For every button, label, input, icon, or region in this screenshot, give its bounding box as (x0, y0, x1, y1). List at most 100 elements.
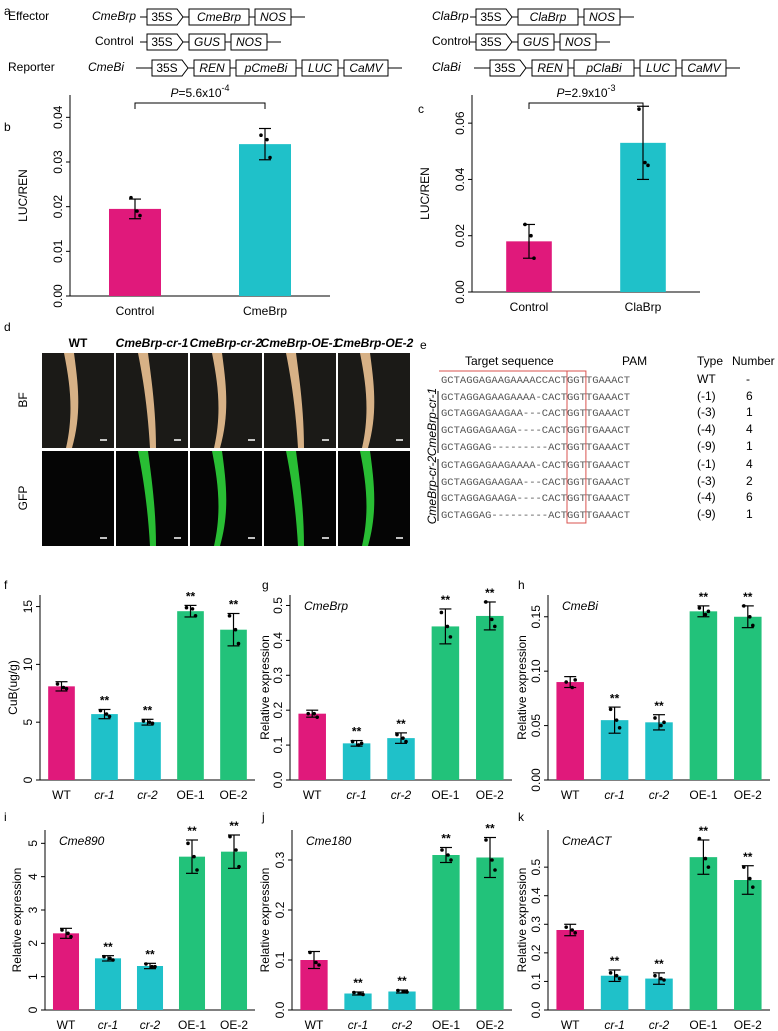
bar (134, 722, 161, 780)
read-number: 4 (746, 422, 753, 436)
sequence: GCTAGGAGAAGAA---CACTGGTTGAAACT (441, 477, 630, 489)
replicate-point (742, 865, 746, 869)
panel-label: h (518, 578, 525, 592)
replicate-point (493, 868, 497, 872)
read-number: 1 (746, 405, 753, 419)
mutation-type: (-9) (697, 439, 716, 453)
replicate-point (141, 719, 146, 723)
panel-label: a (4, 4, 11, 18)
x-tick-label: cr-2 (392, 1018, 413, 1031)
replicate-point (361, 992, 365, 997)
significance: ** (353, 976, 363, 990)
bar (734, 880, 762, 1010)
gene-box (301, 59, 339, 77)
replicate-point (396, 988, 400, 993)
x-tick-label: WT (305, 1018, 324, 1031)
replicate-point (144, 962, 148, 966)
column-label: CmeBrp-cr-2 (190, 336, 263, 350)
gene-box (681, 59, 727, 77)
x-tick-label: WT (57, 1018, 76, 1031)
gene-box (573, 59, 635, 77)
y-tick-label: 2 (26, 940, 40, 947)
construct-name: Control (95, 34, 134, 48)
promoter-box (475, 33, 513, 51)
bar (556, 682, 584, 780)
box-label: LUC (308, 61, 332, 75)
replicate-point (350, 739, 355, 744)
significance: ** (100, 694, 110, 708)
replicate-point (662, 978, 666, 982)
column-header: Target sequence (465, 354, 554, 368)
x-tick-label: WT (561, 1018, 580, 1031)
replicate-point (608, 971, 613, 975)
replicate-point (98, 708, 103, 713)
read-number: 6 (746, 490, 753, 504)
significance: ** (743, 850, 753, 864)
y-tick-label: 4 (26, 873, 40, 880)
promoter-box (151, 59, 189, 77)
replicate-point (646, 163, 650, 168)
box-label: 35S (156, 61, 177, 75)
bar (177, 611, 204, 780)
y-tick-label: 0.03 (51, 150, 65, 174)
y-tick-label: 0.1 (529, 973, 543, 990)
bar (52, 933, 80, 1010)
p-symbol: P (556, 86, 564, 100)
replicate-point (748, 614, 752, 619)
replicate-point (484, 838, 488, 842)
gene-box (517, 33, 555, 51)
replicate-point (138, 213, 142, 218)
bar (109, 208, 161, 296)
sequence: GCTAGGAG---------ACTGGTTGAAACT (441, 510, 630, 522)
panel-label: g (262, 578, 269, 592)
replicate-point (490, 858, 494, 862)
significance: ** (229, 598, 239, 612)
p-value: P=5.6x10-4 (170, 83, 229, 100)
bar (689, 611, 718, 780)
replicate-point (448, 635, 453, 639)
y-tick-label: 0.00 (453, 280, 467, 304)
x-tick-label: Control (116, 304, 155, 318)
y-tick-label: 0.02 (453, 224, 467, 248)
y-tick-label: 0.0 (529, 1001, 543, 1018)
root-gfp (286, 451, 304, 546)
x-tick-label: CmeBrp (243, 304, 287, 318)
replicate-point (102, 954, 106, 959)
significance: ** (397, 974, 407, 988)
bar (178, 856, 206, 1010)
mutation-type: (-1) (697, 389, 716, 403)
y-tick-label: 0.3 (271, 667, 285, 684)
mutation-type: (-1) (697, 457, 716, 471)
sequence: GCTAGGAGAAGAAAA-CACTGGTTGAAACT (441, 392, 630, 404)
promoter-box (475, 8, 513, 26)
root-gfp (212, 451, 227, 546)
root (64, 353, 79, 448)
panel-label: d (4, 320, 11, 334)
root (138, 353, 156, 448)
box-label: NOS (565, 35, 591, 49)
replicate-point (107, 714, 112, 719)
y-axis-label: CuB(ug/g) (6, 660, 20, 715)
gene-box (188, 8, 250, 26)
significance: ** (396, 717, 406, 731)
replicate-point (184, 605, 189, 610)
promoter-box (146, 8, 184, 26)
replicate-point (742, 604, 746, 608)
box-label: REN (199, 61, 225, 75)
significance: ** (145, 948, 155, 962)
replicate-point (308, 950, 312, 955)
read-number: 1 (746, 507, 753, 521)
gene-box (559, 33, 597, 51)
y-tick-label: 0.2 (529, 944, 543, 961)
replicate-point (706, 609, 711, 614)
construct-label: Reporter (8, 60, 55, 74)
y-tick-label: 0.04 (51, 105, 65, 129)
y-tick-label: 0.1 (273, 951, 287, 968)
replicate-point (706, 865, 711, 869)
replicate-point (150, 721, 155, 726)
gene-box (583, 8, 621, 26)
replicate-point (186, 841, 190, 846)
replicate-point (659, 723, 663, 728)
panel-label: k (518, 810, 525, 824)
gene-box (188, 33, 226, 51)
